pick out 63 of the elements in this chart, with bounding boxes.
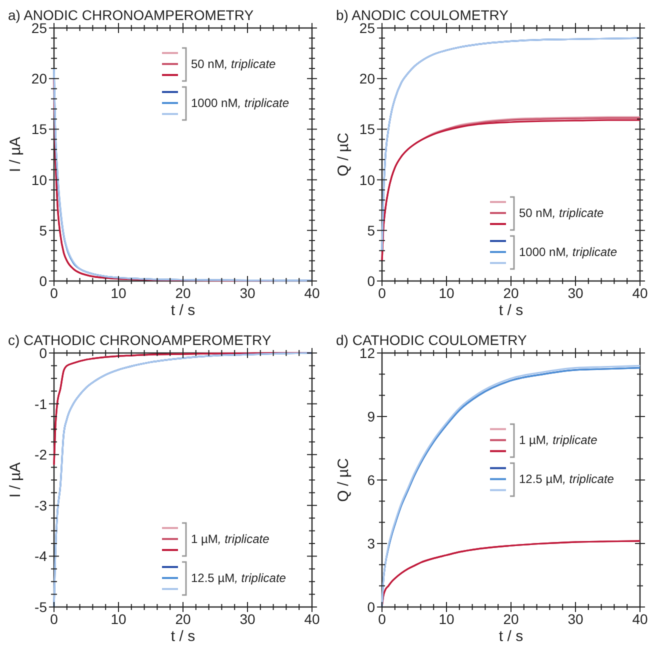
x-axis-title: t / s [498,628,524,645]
y-tick-label: 20 [31,70,48,87]
legend-label: 1000 nM, triplicate [519,245,618,259]
x-tick-label: 0 [50,611,58,627]
x-tick-label: 0 [50,285,58,301]
x-tick-label: 0 [378,285,386,301]
x-tick-label: 20 [503,611,519,627]
y-tick-label: -1 [34,396,48,412]
legend-label: 50 nM, triplicate [519,206,604,220]
y-tick-label: 5 [39,222,48,238]
y-tick-label: -5 [34,599,48,615]
y-tick-label: 3 [367,536,376,552]
legend-label: 1000 nM, triplicate [191,96,290,110]
y-tick-label: 9 [367,408,376,424]
x-tick-label: 10 [110,285,126,301]
x-tick-label: 20 [175,611,191,627]
x-axis-title: t / s [498,302,524,319]
x-tick-label: 40 [304,285,320,301]
y-tick-label: 10 [359,172,376,188]
x-tick-label: 0 [378,611,386,627]
x-axis-title: t / s [170,302,196,319]
chart-title: b) ANODIC COULOMETRY [336,7,510,23]
y-axis-title: Q / µC [335,132,352,176]
y-tick-label: 0 [39,345,48,361]
y-axis-title: I / µA [7,136,24,172]
legend-label: 12.5 µM, triplicate [519,472,614,486]
y-tick-label: 0 [367,273,376,289]
y-axis-title: Q / µC [335,458,352,502]
legend-label: 50 nM, triplicate [191,57,276,71]
x-tick-label: 10 [438,285,454,301]
chart-title: d) CATHODIC COULOMETRY [336,332,528,348]
y-tick-label: 10 [31,172,48,188]
x-tick-label: 30 [568,285,584,301]
y-tick-label: 6 [367,472,376,488]
x-tick-label: 30 [568,611,584,627]
chart-title: c) CATHODIC CHRONOAMPEROMETRY [8,332,272,348]
y-tick-label: 5 [367,222,376,238]
y-tick-label: 20 [359,70,376,87]
x-tick-label: 20 [175,285,191,301]
y-tick-label: 15 [31,121,48,138]
x-tick-label: 10 [110,611,126,627]
x-tick-label: 40 [632,611,648,627]
x-tick-label: 10 [438,611,454,627]
x-tick-label: 20 [503,285,519,301]
y-tick-label: 25 [359,20,376,36]
x-tick-label: 40 [632,285,648,301]
y-tick-label: 25 [31,20,48,36]
x-tick-label: 30 [240,285,256,301]
legend-label: 1 µM, triplicate [191,532,270,546]
chart-title: a) ANODIC CHRONOAMPEROMETRY [8,7,254,23]
x-tick-label: 30 [240,611,256,627]
y-tick-label: -4 [34,548,48,564]
y-tick-label: 12 [359,345,376,361]
y-tick-label: -2 [34,446,48,463]
x-tick-label: 40 [304,611,320,627]
legend-label: 12.5 µM, triplicate [191,571,286,585]
y-tick-label: 15 [359,121,376,138]
x-axis-title: t / s [170,628,196,645]
y-axis-title: I / µA [7,462,24,498]
y-tick-label: 0 [367,599,376,615]
legend-label: 1 µM, triplicate [519,433,598,448]
y-tick-label: -3 [34,497,48,514]
y-tick-label: 0 [39,273,48,289]
